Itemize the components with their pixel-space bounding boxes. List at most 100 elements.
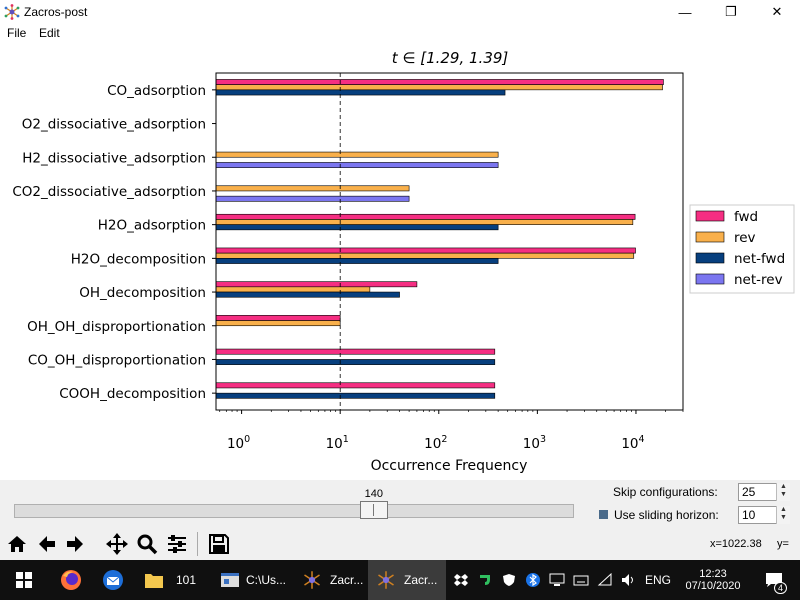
- time-slider[interactable]: [14, 504, 574, 518]
- clock[interactable]: 12:23 07/10/2020: [678, 560, 748, 600]
- wifi-tray[interactable]: [595, 560, 615, 600]
- clock-date: 07/10/2020: [685, 580, 741, 592]
- window-icon: [221, 573, 239, 587]
- minimize-icon: —: [678, 4, 692, 20]
- save-button[interactable]: [205, 530, 233, 558]
- back-button[interactable]: [33, 530, 61, 558]
- menu-edit[interactable]: Edit: [39, 26, 60, 40]
- configure-subplots-button[interactable]: [163, 530, 191, 558]
- cursor-coordinates: x=1022.38 y=: [710, 538, 789, 550]
- pan-button[interactable]: [103, 530, 131, 558]
- keyboard-icon: [573, 575, 589, 586]
- display-tray[interactable]: [547, 560, 567, 600]
- sync-icon: [480, 575, 490, 585]
- thunderbird-icon: [103, 570, 123, 590]
- save-icon: [209, 534, 229, 554]
- plot-frame: [215, 72, 684, 411]
- menu-file[interactable]: File: [7, 26, 27, 40]
- x-axis-label: Occurrence Frequency: [371, 458, 528, 474]
- keyboard-tray[interactable]: [571, 560, 591, 600]
- monitor-icon: [549, 573, 565, 586]
- slider-value: 140: [364, 488, 383, 500]
- clock-time: 12:23: [699, 568, 727, 580]
- windows-icon: [16, 572, 32, 588]
- bar-net-fwd: [215, 89, 506, 96]
- forward-icon: [67, 536, 83, 552]
- zacros-icon: [378, 571, 394, 589]
- legend: fwd rev net-fwd net-rev: [689, 204, 795, 294]
- chart-title: t ∈ [1.29, 1.39]: [392, 49, 509, 67]
- category-label: OH_OH_disproportionation: [27, 319, 206, 335]
- volume-tray[interactable]: [619, 560, 639, 600]
- legend-label-net-fwd: net-fwd: [734, 251, 785, 267]
- bar-net-fwd: [215, 224, 499, 231]
- taskbar-item-cmd-label: C:\Us...: [246, 573, 287, 587]
- x-tick-label: 104: [621, 434, 644, 452]
- legend-swatch-rev: [695, 231, 725, 243]
- x-tick-label: 101: [326, 434, 349, 452]
- speaker-icon: [622, 574, 633, 586]
- bar-rev: [215, 219, 634, 225]
- taskbar-item-folder[interactable]: 101: [136, 560, 210, 600]
- skip-configurations-label: Skip configurations:: [613, 485, 718, 499]
- bar-fwd: [215, 281, 418, 288]
- maximize-button[interactable]: ❐: [708, 0, 754, 24]
- legend-swatch-net-fwd: [695, 252, 725, 264]
- bar-rev: [215, 320, 341, 327]
- category-label: H2_dissociative_adsorption: [22, 150, 206, 166]
- bar-fwd: [215, 315, 341, 321]
- minimize-button[interactable]: —: [662, 0, 708, 24]
- dropbox-tray[interactable]: [451, 560, 471, 600]
- bar-rev: [215, 286, 371, 293]
- home-button[interactable]: [3, 530, 31, 558]
- pan-icon: [106, 533, 128, 555]
- language-indicator[interactable]: ENG: [644, 573, 671, 587]
- category-label: CO_OH_disproportionation: [28, 352, 206, 368]
- taskbar-item-zacros-1[interactable]: Zacr...: [294, 560, 366, 600]
- x-tick-label: 103: [523, 434, 546, 452]
- chart: t ∈ [1.29, 1.39] CO_adsorption O2_dissoci…: [12, 49, 795, 474]
- skip-spinner-arrows[interactable]: ▲ ▼: [776, 483, 790, 501]
- app-icon: [4, 4, 20, 20]
- forward-button[interactable]: [61, 530, 89, 558]
- start-button[interactable]: [0, 560, 48, 600]
- close-button[interactable]: ✕: [754, 0, 800, 24]
- home-icon: [8, 536, 26, 552]
- taskbar-thunderbird[interactable]: [92, 560, 134, 600]
- toolbar-separator: [197, 532, 198, 556]
- sliding-horizon-label: Use sliding horizon:: [614, 508, 719, 522]
- bar-rev: [215, 185, 410, 192]
- sliding-horizon-checkbox[interactable]: [599, 510, 608, 519]
- bar-fwd: [215, 213, 636, 220]
- bar-fwd: [215, 348, 496, 355]
- category-label: O2_dissociative_adsorption: [22, 117, 206, 133]
- bar-rev: [215, 252, 635, 259]
- security-tray[interactable]: [499, 560, 519, 600]
- folder-icon: [145, 574, 163, 588]
- horizon-spinner-arrows[interactable]: ▲ ▼: [776, 506, 790, 524]
- legend-label-fwd: fwd: [734, 209, 758, 225]
- bar-net-rev: [215, 195, 410, 202]
- taskbar-item-cmd[interactable]: C:\Us...: [212, 560, 292, 600]
- category-label: H2O_decomposition: [71, 251, 206, 267]
- navigation-toolbar: [0, 528, 800, 560]
- bar-net-fwd: [215, 359, 496, 365]
- taskbar-item-zacros-2-label: Zacr...: [404, 573, 438, 587]
- bar-net-rev: [215, 162, 499, 168]
- zoom-button[interactable]: [133, 530, 161, 558]
- bar-rev: [215, 151, 499, 158]
- zacros-icon: [304, 571, 320, 589]
- notification-count: 4: [774, 582, 788, 594]
- sync-tray[interactable]: [475, 560, 495, 600]
- bar-net-fwd: [215, 258, 499, 264]
- notifications-button[interactable]: 4: [754, 560, 794, 600]
- bluetooth-tray[interactable]: [523, 560, 543, 600]
- taskbar-item-zacros-2[interactable]: Zacr...: [368, 560, 446, 600]
- legend-label-rev: rev: [734, 230, 756, 246]
- firefox-icon: [61, 570, 81, 590]
- bar-fwd: [215, 247, 636, 254]
- bluetooth-icon: [526, 573, 540, 587]
- taskbar-firefox[interactable]: [50, 560, 92, 600]
- slider-thumb[interactable]: [359, 501, 388, 519]
- shield-icon: [503, 574, 515, 586]
